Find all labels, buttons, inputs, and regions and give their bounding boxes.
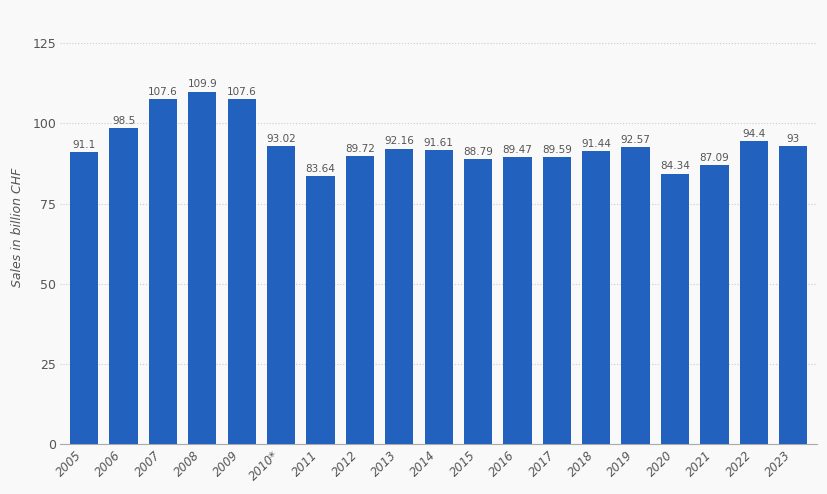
Bar xyxy=(346,157,374,444)
Text: 93: 93 xyxy=(786,133,799,144)
Bar xyxy=(542,157,571,444)
Text: 92.57: 92.57 xyxy=(620,135,650,145)
Bar xyxy=(778,146,806,444)
Text: 91.1: 91.1 xyxy=(73,140,96,150)
Bar xyxy=(660,173,688,444)
Text: 87.09: 87.09 xyxy=(699,153,729,163)
Text: 89.59: 89.59 xyxy=(542,145,571,155)
Bar xyxy=(621,147,649,444)
Bar xyxy=(149,99,177,444)
Bar xyxy=(266,146,295,444)
Bar xyxy=(227,99,256,444)
Text: 92.16: 92.16 xyxy=(384,136,414,146)
Text: 89.47: 89.47 xyxy=(502,145,532,155)
Bar xyxy=(503,157,531,444)
Text: 109.9: 109.9 xyxy=(187,80,217,89)
Text: 91.44: 91.44 xyxy=(581,139,610,149)
Text: 107.6: 107.6 xyxy=(148,87,178,97)
Text: 94.4: 94.4 xyxy=(741,129,764,139)
Bar xyxy=(424,150,452,444)
Bar xyxy=(188,91,216,444)
Text: 88.79: 88.79 xyxy=(462,147,492,157)
Text: 84.34: 84.34 xyxy=(659,162,689,171)
Bar xyxy=(739,141,767,444)
Text: 93.02: 93.02 xyxy=(266,133,295,144)
Text: 89.72: 89.72 xyxy=(345,144,375,154)
Text: 83.64: 83.64 xyxy=(305,164,335,173)
Y-axis label: Sales in billion CHF: Sales in billion CHF xyxy=(11,168,24,288)
Bar xyxy=(463,160,492,444)
Bar xyxy=(306,176,334,444)
Bar xyxy=(109,128,137,444)
Text: 107.6: 107.6 xyxy=(227,87,256,97)
Bar xyxy=(700,165,728,444)
Bar xyxy=(69,152,98,444)
Bar xyxy=(385,149,413,444)
Bar xyxy=(581,151,609,444)
Text: 98.5: 98.5 xyxy=(112,116,135,126)
Text: 91.61: 91.61 xyxy=(423,138,453,148)
